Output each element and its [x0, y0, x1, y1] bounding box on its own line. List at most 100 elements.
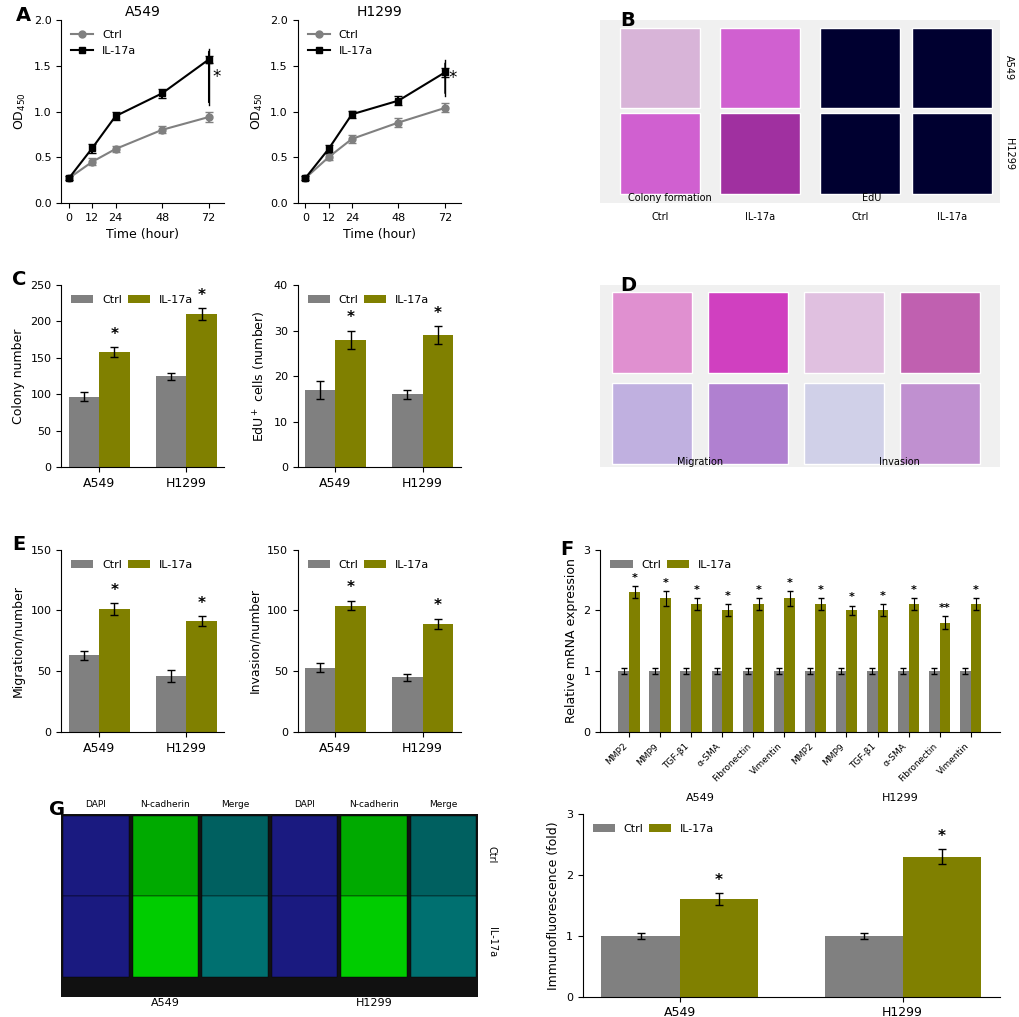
Text: H1299: H1299: [1003, 137, 1013, 170]
Text: IL-17a: IL-17a: [935, 212, 966, 222]
Text: F: F: [559, 540, 573, 559]
FancyBboxPatch shape: [911, 114, 990, 193]
Text: G: G: [49, 799, 65, 819]
Text: **: **: [938, 603, 950, 613]
Bar: [679, 899, 757, 997]
FancyBboxPatch shape: [132, 816, 198, 896]
X-axis label: Time (hour): Time (hour): [342, 228, 415, 241]
Legend: Ctrl, IL-17a: Ctrl, IL-17a: [588, 820, 718, 839]
Bar: [99, 352, 129, 468]
Legend: Ctrl, IL-17a: Ctrl, IL-17a: [303, 555, 433, 574]
Text: N-cadherin: N-cadherin: [141, 799, 191, 809]
Bar: [601, 936, 679, 997]
Legend: Ctrl, IL-17a: Ctrl, IL-17a: [303, 25, 377, 60]
Bar: [691, 604, 701, 732]
FancyBboxPatch shape: [132, 896, 198, 976]
Text: *: *: [786, 578, 792, 588]
FancyBboxPatch shape: [620, 114, 699, 193]
Text: *: *: [346, 580, 355, 595]
Text: *: *: [198, 288, 205, 303]
Text: A549: A549: [151, 998, 179, 1008]
Text: A549: A549: [685, 793, 714, 803]
Text: *: *: [433, 598, 441, 613]
Bar: [335, 605, 366, 732]
FancyBboxPatch shape: [411, 896, 476, 976]
FancyBboxPatch shape: [719, 27, 799, 108]
Text: IL-17a: IL-17a: [744, 212, 774, 222]
Text: *: *: [936, 829, 945, 844]
Text: *: *: [631, 573, 637, 583]
Text: Ctrl: Ctrl: [651, 212, 668, 222]
Text: *: *: [879, 591, 886, 601]
Bar: [422, 336, 452, 468]
Bar: [422, 623, 452, 732]
Text: *: *: [662, 578, 668, 588]
Y-axis label: Migration/number: Migration/number: [12, 585, 24, 697]
Text: A549: A549: [1003, 55, 1013, 80]
Text: Invasion: Invasion: [878, 458, 919, 468]
FancyBboxPatch shape: [707, 292, 788, 372]
FancyBboxPatch shape: [611, 383, 692, 464]
Title: H1299: H1299: [356, 5, 401, 19]
Text: *: *: [817, 585, 823, 595]
Y-axis label: OD$_{450}$: OD$_{450}$: [250, 93, 264, 130]
Text: *: *: [212, 68, 221, 85]
Legend: Ctrl, IL-17a: Ctrl, IL-17a: [66, 555, 198, 574]
Bar: [804, 671, 814, 732]
FancyBboxPatch shape: [620, 27, 699, 108]
FancyBboxPatch shape: [803, 292, 882, 372]
Bar: [391, 677, 422, 732]
Bar: [156, 376, 186, 468]
Bar: [68, 397, 99, 468]
Text: DAPI: DAPI: [86, 799, 106, 809]
Text: *: *: [755, 585, 761, 595]
Bar: [711, 671, 721, 732]
Bar: [753, 604, 763, 732]
Y-axis label: Relative mRNA expression: Relative mRNA expression: [565, 558, 578, 723]
Bar: [876, 610, 888, 732]
Bar: [629, 592, 640, 732]
Text: Migration: Migration: [677, 458, 722, 468]
FancyBboxPatch shape: [911, 27, 990, 108]
Text: *: *: [448, 69, 457, 87]
Bar: [618, 671, 629, 732]
Bar: [335, 340, 366, 468]
Text: E: E: [12, 535, 25, 554]
Text: *: *: [198, 596, 205, 611]
Legend: Ctrl, IL-17a: Ctrl, IL-17a: [66, 25, 141, 60]
Bar: [721, 610, 733, 732]
Bar: [68, 655, 99, 732]
FancyBboxPatch shape: [411, 816, 476, 896]
Bar: [305, 667, 335, 732]
FancyBboxPatch shape: [719, 114, 799, 193]
Bar: [742, 671, 753, 732]
Text: *: *: [693, 585, 699, 595]
Bar: [938, 622, 950, 732]
Text: Colony formation: Colony formation: [628, 193, 711, 202]
Bar: [186, 621, 217, 732]
Text: B: B: [620, 11, 635, 31]
Text: H1299: H1299: [356, 998, 392, 1008]
Text: *: *: [110, 583, 118, 598]
Title: A549: A549: [124, 5, 160, 19]
FancyBboxPatch shape: [899, 383, 978, 464]
FancyBboxPatch shape: [803, 383, 882, 464]
Text: *: *: [725, 591, 730, 601]
Bar: [823, 936, 902, 997]
Bar: [659, 598, 671, 732]
FancyBboxPatch shape: [271, 816, 337, 896]
Text: Merge: Merge: [429, 799, 458, 809]
Bar: [186, 314, 217, 468]
Text: Merge: Merge: [220, 799, 249, 809]
Bar: [970, 604, 980, 732]
Text: EdU: EdU: [861, 193, 880, 202]
Bar: [846, 610, 857, 732]
Y-axis label: Colony number: Colony number: [12, 328, 24, 424]
FancyBboxPatch shape: [63, 896, 128, 976]
Bar: [959, 671, 970, 732]
Text: D: D: [620, 276, 636, 295]
Text: *: *: [972, 585, 978, 595]
Bar: [866, 671, 876, 732]
Text: IL-17a: IL-17a: [486, 926, 496, 957]
Bar: [784, 598, 795, 732]
